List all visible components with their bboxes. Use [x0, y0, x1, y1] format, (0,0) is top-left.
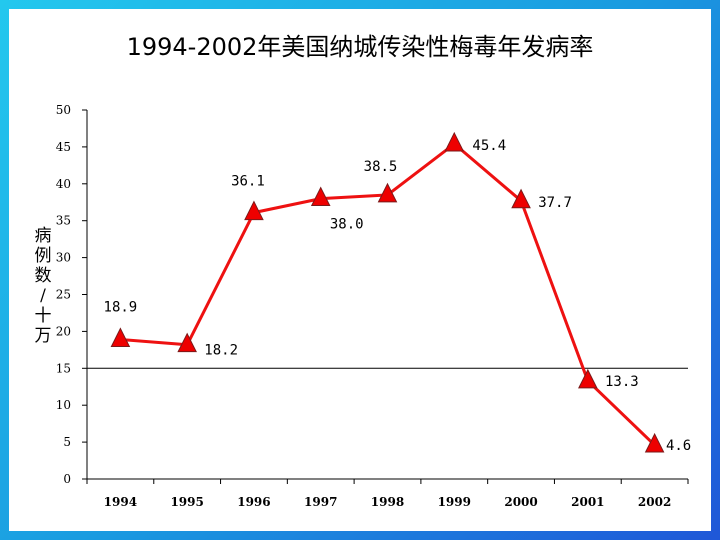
data-label: 36.1 — [231, 174, 265, 190]
data-point-marker — [310, 186, 331, 207]
y-tick-label: 30 — [56, 251, 71, 265]
y-ticks: 0 5 10 15 20 25 30 35 40 45 50 — [56, 103, 87, 486]
data-point-marker — [444, 131, 465, 152]
x-tick-label: 1998 — [371, 495, 404, 509]
x-tick-label: 1994 — [104, 495, 137, 509]
x-tick-label: 1995 — [170, 495, 203, 509]
y-tick-label: 20 — [56, 324, 71, 338]
y-tick-label: 0 — [63, 472, 71, 486]
y-tick-label: 10 — [56, 398, 71, 412]
y-axis-label-char: 数 — [35, 266, 52, 286]
data-point-marker — [177, 332, 197, 353]
y-tick-label: 5 — [63, 435, 71, 449]
x-ticks: 1994 1995 1996 1997 1998 1999 2000 2001 2002 — [86, 479, 689, 509]
syphilis-incidence-chart: 1994-2002年美国纳城传染性梅毒年发病率 病例数/十万 0 5 10 15 20 2… — [35, 33, 692, 509]
y-tick-label: 15 — [56, 361, 71, 375]
data-point-marker — [511, 188, 531, 209]
markers — [110, 131, 665, 453]
y-axis-label-char: 病 — [35, 226, 52, 246]
y-tick-label: 35 — [56, 214, 71, 228]
data-label: 38.0 — [330, 217, 364, 233]
y-axis-label-group: 病例数/十万 — [35, 226, 52, 346]
data-label: 45.4 — [472, 138, 506, 154]
data-labels: 18.9 18.2 36.1 38.0 38.5 45.4 37.7 13.3 4.6 — [104, 138, 692, 454]
x-tick-label: 1999 — [438, 495, 471, 509]
y-tick-label: 25 — [56, 288, 71, 302]
data-label: 38.5 — [364, 159, 398, 175]
data-point-marker — [110, 327, 131, 348]
data-label: 13.3 — [605, 374, 639, 390]
chart-title: 1994-2002年美国纳城传染性梅毒年发病率 — [127, 33, 594, 61]
y-tick-label: 40 — [56, 177, 71, 191]
data-label: 18.9 — [104, 300, 138, 316]
data-label: 37.7 — [538, 195, 572, 211]
data-label: 18.2 — [204, 343, 238, 359]
data-point-marker — [244, 200, 264, 221]
data-point-marker — [377, 182, 398, 203]
y-axis-label-char: 十 — [35, 306, 52, 326]
x-tick-label: 2000 — [504, 495, 537, 509]
data-label: 4.6 — [666, 438, 691, 454]
slide: 1994-2002年美国纳城传染性梅毒年发病率 病例数 / 十万 0 5 10 15 20 2… — [9, 9, 711, 531]
data-point-marker — [578, 368, 598, 389]
x-tick-label: 1996 — [237, 495, 270, 509]
x-tick-label: 2001 — [571, 495, 604, 509]
y-axis-label-char: / — [40, 286, 46, 306]
y-axis-label-char: 万 — [35, 326, 52, 346]
x-tick-label: 2002 — [638, 495, 671, 509]
y-axis-label-char: 例 — [35, 246, 52, 266]
y-tick-label: 45 — [56, 140, 71, 154]
data-point-marker — [644, 432, 665, 453]
y-tick-label: 50 — [56, 103, 71, 117]
x-tick-label: 1997 — [304, 495, 337, 509]
